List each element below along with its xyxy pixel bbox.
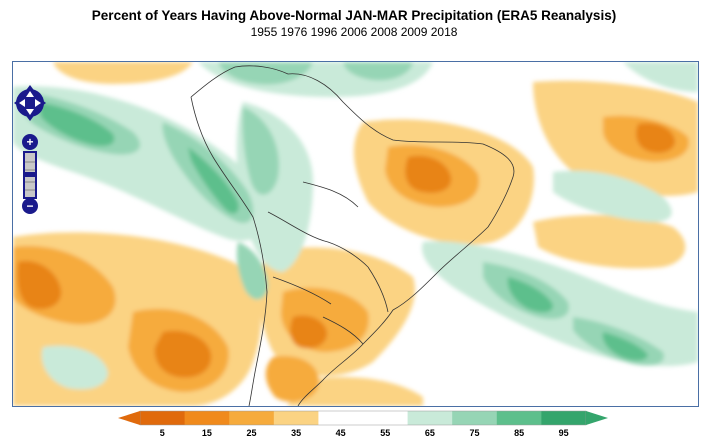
map-subtitle: 1955 1976 1996 2006 2008 2009 2018 — [250, 25, 458, 39]
legend-bin-25 — [229, 411, 275, 425]
legend-label-85: 85 — [514, 428, 525, 438]
coastline-outline — [190, 65, 515, 406]
precipitation-field — [13, 62, 698, 406]
precipitation-map[interactable] — [12, 61, 699, 407]
legend-bin-85 — [496, 411, 542, 425]
legend-bin-35 — [273, 411, 319, 425]
map-title: Percent of Years Having Above-Normal JAN… — [91, 8, 617, 23]
zoom-out-icon: − — [26, 199, 33, 213]
zoom-handle — [23, 172, 37, 177]
legend-bin-55 — [363, 411, 409, 425]
legend-bin-15 — [184, 411, 230, 425]
legend-label-25: 25 — [246, 428, 257, 438]
legend-bin-75 — [452, 411, 498, 425]
legend-label-35: 35 — [291, 428, 302, 438]
legend-bin-95 — [541, 411, 587, 425]
legend-bin-5 — [140, 411, 186, 425]
pan-arrows-icon[interactable] — [14, 81, 46, 125]
zoom-slider[interactable]: + − — [21, 134, 39, 214]
legend-left-arrow — [118, 411, 140, 425]
zoom-in-button — [22, 134, 38, 150]
zoom-in-icon: + — [26, 135, 33, 149]
color-legend — [118, 410, 608, 426]
legend-label-5: 5 — [159, 428, 165, 438]
legend-label-55: 55 — [380, 428, 391, 438]
zoom-out-button — [22, 198, 38, 214]
legend-label-95: 95 — [558, 428, 569, 438]
legend-label-65: 65 — [424, 428, 435, 438]
legend-bin-65 — [407, 411, 453, 425]
legend-label-15: 15 — [201, 428, 212, 438]
legend-label-45: 45 — [335, 428, 346, 438]
legend-label-75: 75 — [469, 428, 480, 438]
legend-bin-45 — [318, 411, 364, 425]
legend-right-arrow — [586, 411, 608, 425]
